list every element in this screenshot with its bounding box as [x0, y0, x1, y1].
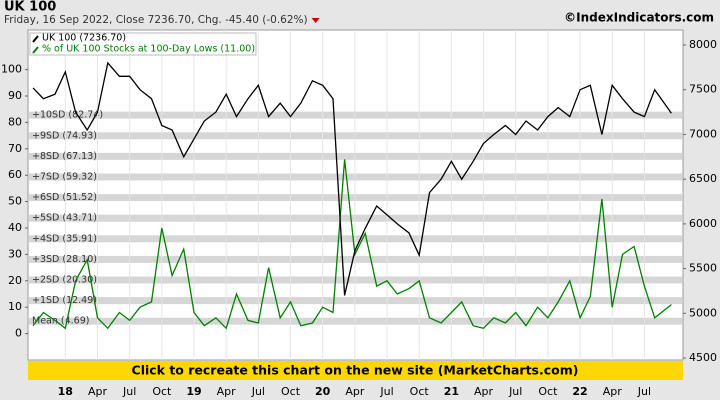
x-tick-label: Apr — [603, 385, 623, 398]
legend — [29, 32, 257, 56]
y2-tick-label: 7000 — [689, 127, 717, 140]
y-tick-label: 0 — [15, 327, 22, 340]
x-tick-label: Apr — [345, 385, 365, 398]
sd-band — [29, 317, 682, 325]
x-tick-label: Oct — [281, 385, 301, 398]
y-tick-label: 90 — [8, 89, 22, 102]
x-tick-label: Jul — [508, 385, 522, 398]
y-tick-label: 60 — [8, 168, 22, 181]
y-tick-label: 80 — [8, 115, 22, 128]
chart-subtitle: Friday, 16 Sep 2022, Close 7236.70, Chg.… — [4, 14, 308, 26]
sd-band — [29, 111, 682, 119]
sd-band-label: +7SD (59.32) — [32, 171, 97, 182]
y-tick-label: 70 — [8, 142, 22, 155]
x-tick-label: 18 — [58, 385, 73, 398]
sd-band-label: Mean (4.69) — [32, 316, 89, 327]
y-tick-label: 100 — [1, 63, 22, 76]
sd-band — [29, 194, 682, 202]
y2-tick-label: 4500 — [689, 351, 717, 364]
chart-title: UK 100 — [4, 0, 56, 15]
x-tick-label: Apr — [88, 385, 108, 398]
sd-band — [29, 255, 682, 263]
sd-band-label: +9SD (74.93) — [32, 130, 97, 141]
sd-band — [29, 152, 682, 160]
legend-label: % of UK 100 Stocks at 100-Day Lows (11.0… — [42, 44, 255, 55]
y2-tick-label: 5500 — [689, 262, 717, 275]
x-tick-label: Apr — [474, 385, 494, 398]
x-tick-label: Jul — [637, 385, 651, 398]
x-tick-label: 21 — [444, 385, 459, 398]
x-tick-label: Jul — [251, 385, 265, 398]
sd-band-label: +2SD (20.30) — [32, 275, 97, 286]
x-tick-label: Oct — [538, 385, 558, 398]
legend-swatch — [32, 46, 39, 54]
change-indicator — [311, 18, 320, 23]
y2-tick-label: 6500 — [689, 172, 717, 185]
y-tick-label: 30 — [8, 247, 22, 260]
x-tick-label: 20 — [315, 385, 331, 398]
y-tick-label: 50 — [8, 195, 22, 208]
x-tick-label: Jul — [122, 385, 136, 398]
credit: ©IndexIndicators.com — [564, 11, 714, 25]
sd-band — [29, 132, 682, 140]
sd-band — [29, 173, 682, 181]
x-tick-label: Apr — [217, 385, 237, 398]
series-line — [32, 61, 672, 296]
sd-band — [29, 235, 682, 243]
x-tick-label: Jul — [379, 385, 393, 398]
y-tick-label: 40 — [8, 221, 22, 234]
legend-label: UK 100 (7236.70) — [42, 33, 126, 44]
sd-band-label: +5SD (43.71) — [32, 213, 97, 224]
sd-band-label: +4SD (35.91) — [32, 233, 97, 244]
banner[interactable] — [28, 361, 683, 380]
y2-tick-label: 5000 — [689, 306, 717, 319]
banner-text[interactable]: Click to recreate this chart on the new … — [132, 363, 579, 378]
sd-band-label: +8SD (67.13) — [32, 151, 97, 162]
x-tick-label: Oct — [152, 385, 172, 398]
sd-band — [29, 276, 682, 284]
sd-band-label: +6SD (51.52) — [32, 192, 97, 203]
y-tick-label: 20 — [8, 274, 22, 287]
y2-tick-label: 8000 — [689, 38, 717, 51]
sd-band — [29, 214, 682, 222]
y2-tick-label: 6000 — [689, 217, 717, 230]
y2-tick-label: 7500 — [689, 83, 717, 96]
sd-band-label: +10SD (82.74) — [32, 110, 103, 121]
x-tick-label: 19 — [186, 385, 201, 398]
x-tick-label: 22 — [572, 385, 587, 398]
sd-band — [29, 297, 682, 305]
series-line — [32, 159, 672, 330]
legend-swatch — [32, 35, 39, 43]
x-tick-label: Oct — [410, 385, 430, 398]
sd-band-label: +3SD (28.10) — [32, 254, 97, 265]
y-tick-label: 10 — [8, 300, 22, 313]
sd-band-label: +1SD (12.49) — [32, 295, 97, 306]
